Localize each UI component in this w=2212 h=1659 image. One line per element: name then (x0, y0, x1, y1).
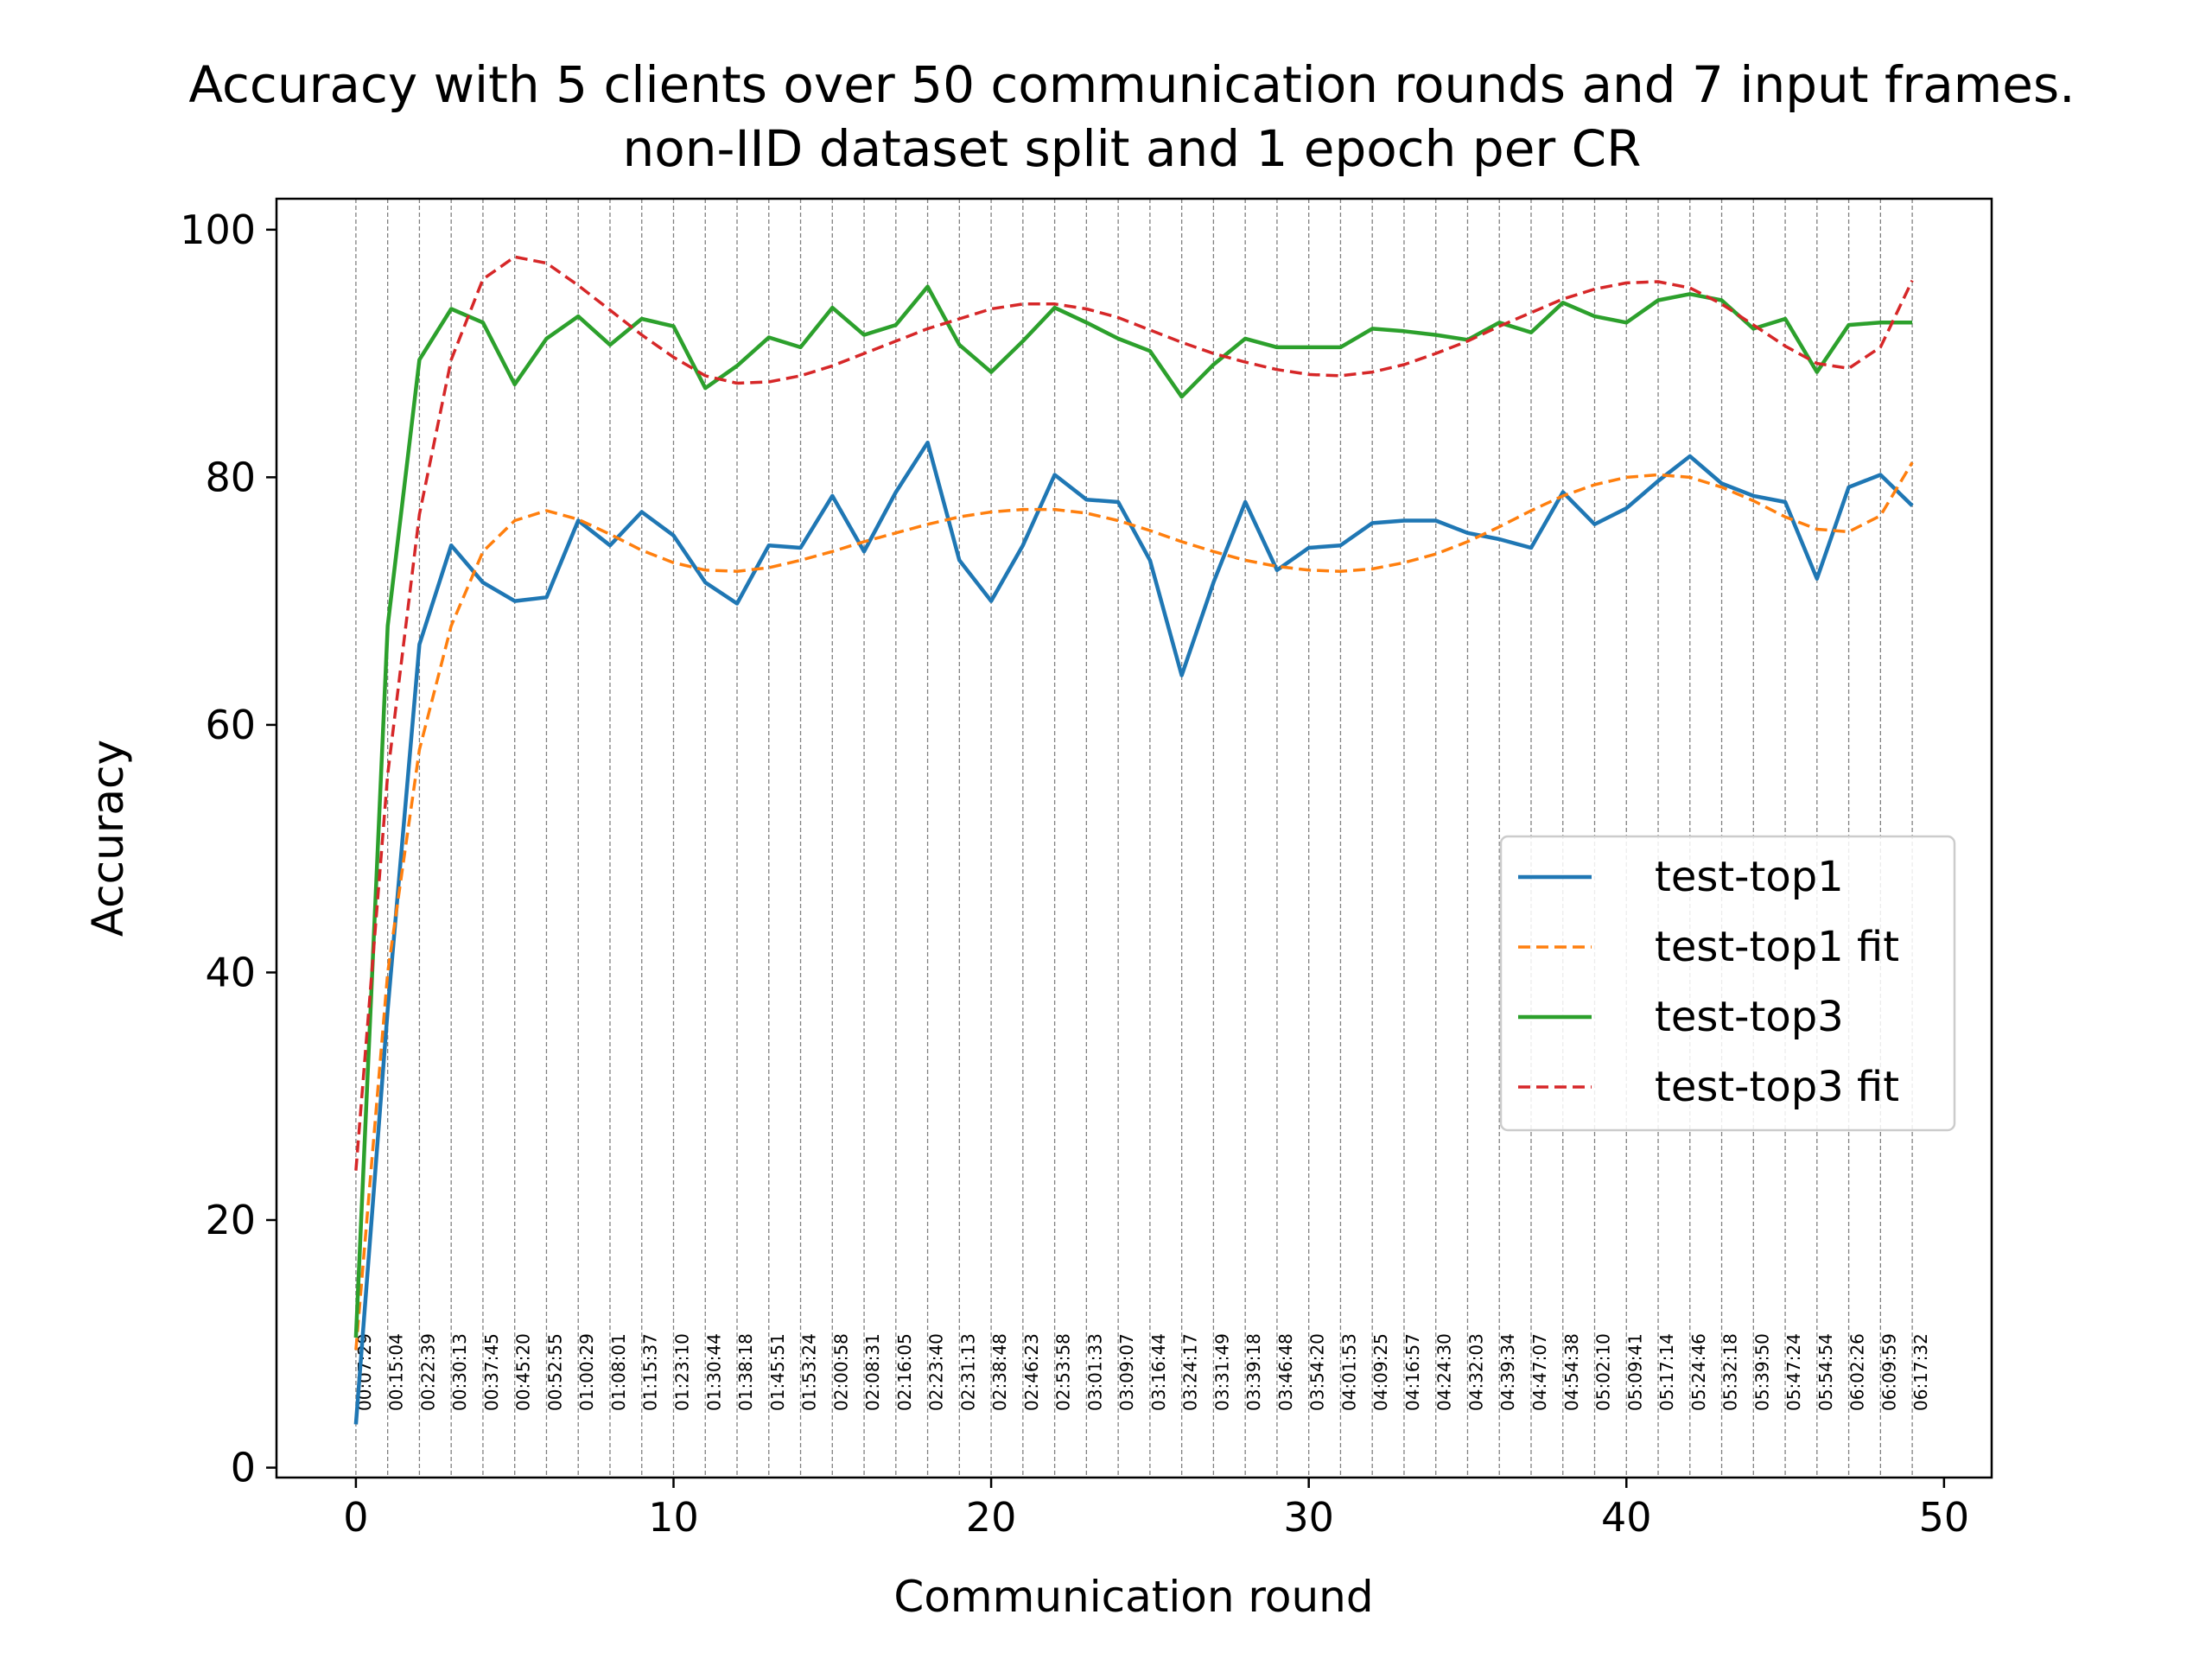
series-line-test-top3-fit (354, 255, 1914, 1171)
round-time-label: 04:54:38 (1561, 1333, 1582, 1411)
legend-frame (1499, 835, 1956, 1132)
y-tick-label: 20 (205, 1197, 256, 1243)
round-time-label: 01:08:01 (608, 1333, 629, 1411)
round-time-label: 06:09:59 (1878, 1333, 1899, 1411)
round-time-label: 01:53:24 (799, 1333, 820, 1411)
legend-label: test-top1 fit (1655, 923, 1899, 971)
y-axis-label: Accuracy (83, 740, 133, 937)
chart-subtitle: non-IID dataset split and 1 epoch per CR (623, 119, 1642, 178)
x-axis-ticks: 0 10 20 30 40 50 (343, 1478, 1969, 1541)
x-tick-label: 30 (1283, 1494, 1334, 1541)
round-time-label: 04:01:53 (1338, 1333, 1359, 1411)
round-time-label: 04:09:25 (1370, 1333, 1391, 1411)
round-time-label: 00:45:20 (513, 1333, 534, 1411)
x-axis-label: Communication round (893, 1572, 1373, 1622)
round-time-label: 03:39:18 (1243, 1333, 1264, 1411)
y-axis-ticks: 0 20 40 60 80 100 (180, 207, 276, 1491)
round-time-label: 01:15:37 (640, 1333, 661, 1411)
series-layer (353, 255, 1914, 1425)
x-tick-label: 50 (1919, 1494, 1970, 1541)
round-time-label: 05:54:54 (1815, 1333, 1836, 1411)
round-time-label: 01:23:10 (671, 1333, 692, 1411)
round-time-label: 04:16:57 (1402, 1333, 1423, 1411)
round-time-label: 01:38:18 (735, 1333, 756, 1411)
round-time-label: 00:22:39 (417, 1333, 438, 1411)
y-tick-label: 0 (231, 1445, 256, 1491)
round-time-label: 05:09:41 (1624, 1333, 1645, 1411)
x-tick-label: 10 (648, 1494, 699, 1541)
round-time-label: 02:38:48 (989, 1333, 1010, 1411)
round-time-label: 01:30:44 (703, 1333, 724, 1411)
series-line-test-top3 (353, 284, 1913, 1338)
round-time-label: 01:45:51 (767, 1333, 788, 1411)
x-tick-label: 40 (1601, 1494, 1652, 1541)
round-time-label: 03:01:33 (1084, 1333, 1105, 1411)
round-time-label: 03:46:48 (1275, 1333, 1296, 1411)
round-time-label: 02:08:31 (862, 1333, 883, 1411)
round-time-label: 02:46:23 (1021, 1333, 1042, 1411)
y-tick-label: 60 (205, 702, 256, 748)
round-time-label: 01:00:29 (576, 1333, 597, 1411)
x-tick-label: 0 (343, 1494, 368, 1541)
legend: test-top1 test-top1 fit test-top3 test-top3… (1499, 835, 1956, 1132)
y-tick-label: 40 (205, 949, 256, 995)
round-time-label: 03:24:17 (1180, 1333, 1201, 1411)
legend-label: test-top1 (1655, 853, 1844, 901)
round-time-label: 02:16:05 (894, 1333, 915, 1411)
round-time-label: 05:32:18 (1720, 1333, 1741, 1411)
y-tick-label: 100 (180, 207, 256, 253)
round-time-label: 05:24:46 (1688, 1333, 1709, 1411)
series-line-test-top1 (353, 440, 1914, 1425)
x-tick-label: 20 (966, 1494, 1017, 1541)
round-time-label: 05:47:24 (1783, 1333, 1804, 1411)
y-tick-label: 80 (205, 454, 256, 500)
round-time-label: 02:53:58 (1053, 1333, 1074, 1411)
round-time-label: 03:09:07 (1116, 1333, 1137, 1411)
round-time-label: 04:32:03 (1465, 1333, 1486, 1411)
round-time-label: 03:31:49 (1211, 1333, 1232, 1411)
round-time-label: 00:37:45 (481, 1333, 502, 1411)
round-time-label: 05:02:10 (1593, 1333, 1614, 1411)
round-time-label: 05:39:50 (1751, 1333, 1772, 1411)
round-time-label: 06:17:32 (1910, 1333, 1931, 1411)
round-time-label: 06:02:26 (1847, 1333, 1868, 1411)
series-line-test-top1-fit (354, 461, 1914, 1351)
round-time-label: 02:00:58 (830, 1333, 851, 1411)
round-time-markers: 00:07:29 00:15:04 00:22:39 00:30:13 00:37:45… (354, 199, 1931, 1478)
legend-label: test-top3 fit (1655, 1063, 1899, 1111)
round-time-label: 03:16:44 (1148, 1333, 1169, 1411)
legend-label: test-top3 (1655, 993, 1844, 1041)
round-time-label: 04:24:30 (1434, 1333, 1455, 1411)
round-time-label: 04:47:07 (1529, 1333, 1550, 1411)
round-time-label: 02:31:13 (957, 1333, 978, 1411)
round-time-label: 02:23:40 (926, 1333, 947, 1411)
chart-title: Accuracy with 5 clients over 50 communic… (188, 55, 2075, 114)
round-time-label: 03:54:20 (1307, 1333, 1328, 1411)
round-time-label: 05:17:14 (1656, 1333, 1677, 1411)
round-time-label: 00:15:04 (386, 1333, 407, 1411)
round-time-label: 04:39:34 (1497, 1333, 1518, 1411)
plot-frame (275, 197, 1993, 1479)
round-time-label: 00:30:13 (449, 1333, 470, 1411)
round-time-label: 00:52:55 (544, 1333, 565, 1411)
